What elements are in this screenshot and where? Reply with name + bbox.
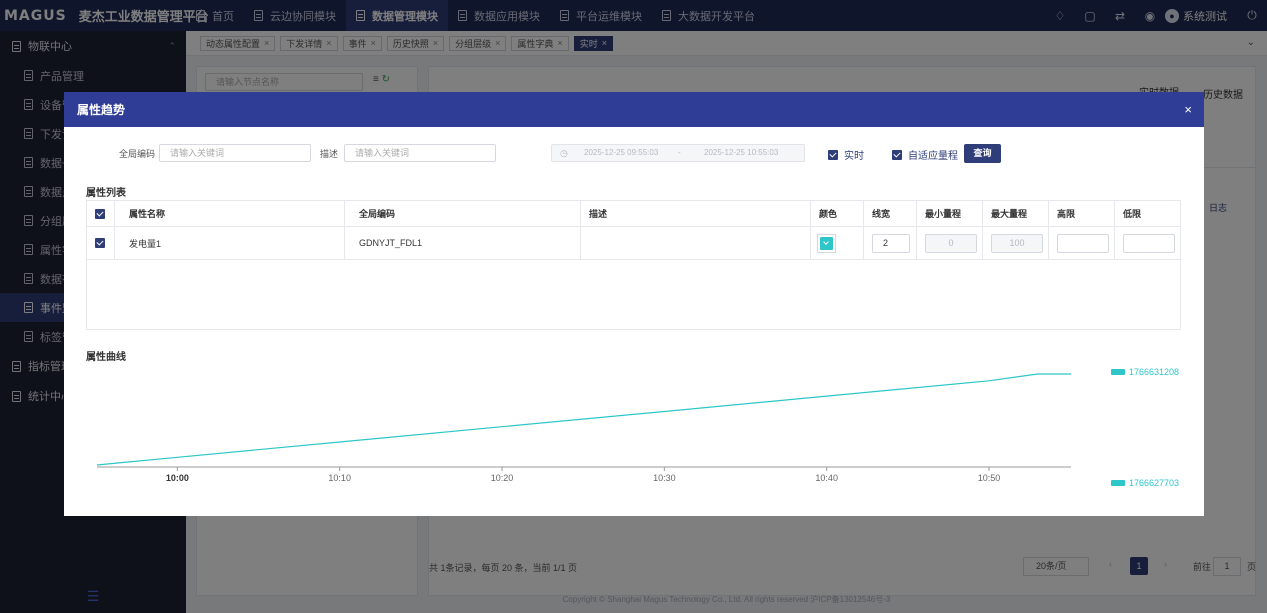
col-low-limit: 低限 <box>1123 209 1142 219</box>
x-tick-label: 10:40 <box>815 473 838 483</box>
cell-max-range: 100 <box>983 227 1049 259</box>
realtime-label: 实时 <box>844 151 864 162</box>
col-max-range: 最大量程 <box>983 201 1049 226</box>
col-color: 颜色 <box>811 201 864 226</box>
realtime-checkbox[interactable]: 实时 <box>828 147 864 162</box>
cell-low-limit <box>1115 227 1180 259</box>
line-width-input[interactable]: 2 <box>872 233 910 253</box>
col-attr-name: 属性名称 <box>115 201 345 226</box>
cell-high-limit <box>1049 227 1115 259</box>
attr-trend-dialog: 属性趋势 × 全局编码 请输入关键词 描述 请输入关键词 ◷ 2025-12-2… <box>64 92 1204 516</box>
attr-curve-title: 属性曲线 <box>86 352 126 363</box>
checkbox-checked-icon <box>892 149 902 160</box>
col-global-code: 全局编码 <box>345 201 581 226</box>
adaptive-range-checkbox[interactable]: 自适应量程 <box>892 147 958 162</box>
query-form: 全局编码 请输入关键词 描述 请输入关键词 ◷ 2025-12-25 09:55… <box>64 144 1204 164</box>
cell-color <box>811 227 864 259</box>
legend-label: 1766627703 <box>1129 478 1180 488</box>
close-icon[interactable]: × <box>1184 102 1192 117</box>
x-tick-label: 10:00 <box>166 473 189 483</box>
cell-desc <box>581 227 811 259</box>
checkbox-checked-icon <box>828 149 838 160</box>
cell-min-range: 0 <box>917 227 983 259</box>
high-limit-input[interactable] <box>1057 233 1109 253</box>
code-label: 全局编码 <box>119 149 156 159</box>
color-swatch <box>820 236 833 250</box>
col-high-limit: 高限 <box>1049 201 1115 226</box>
date-range-picker[interactable]: ◷ 2025-12-25 09:55:03 - 2025-12-25 10:55… <box>551 144 805 162</box>
date-start: 2025-12-25 09:55:03 <box>584 148 659 157</box>
adaptive-range-label: 自适应量程 <box>908 151 958 162</box>
table-row: 发电量1 GDNYJT_FDL1 2 0 100 <box>87 227 1180 260</box>
x-tick-label: 10:10 <box>328 473 351 483</box>
select-all-cell[interactable] <box>87 201 115 226</box>
table-header: 属性名称 全局编码 描述 颜色 线宽 最小量程 最大量程 高限 低限 <box>87 201 1180 227</box>
clock-icon: ◷ <box>560 148 568 158</box>
legend-min: 1766627703 <box>1111 478 1179 488</box>
legend-swatch <box>1111 480 1125 486</box>
low-limit-input[interactable] <box>1123 233 1175 253</box>
x-tick-label: 10:50 <box>978 473 1001 483</box>
query-button[interactable]: 查询 <box>964 144 1001 163</box>
legend-swatch <box>1111 369 1125 375</box>
attr-list-title: 属性列表 <box>86 188 126 199</box>
dialog-header: 属性趋势 × <box>64 92 1204 127</box>
attr-table: 属性名称 全局编码 描述 颜色 线宽 最小量程 最大量程 高限 低限 发电量1 … <box>86 200 1181 330</box>
series-line <box>96 373 1071 466</box>
date-separator: - <box>678 148 681 157</box>
attr-curve-chart: 10:00 10:10 10:20 10:30 10:40 10:50 176663120… <box>64 362 1204 492</box>
x-tick-label: 10:20 <box>491 473 514 483</box>
col-desc: 描述 <box>581 201 811 226</box>
desc-input[interactable]: 请输入关键词 <box>344 144 496 162</box>
line-chart: 10:00 10:10 10:20 10:30 10:40 10:50 <box>96 373 1071 483</box>
min-range-input[interactable]: 0 <box>925 233 977 253</box>
checkbox-checked-icon <box>95 238 105 248</box>
x-tick-label: 10:30 <box>653 473 676 483</box>
date-end: 2025-12-25 10:55:03 <box>704 148 779 157</box>
code-input[interactable]: 请输入关键词 <box>159 144 311 162</box>
col-line-width: 线宽 <box>864 201 917 226</box>
color-picker[interactable] <box>817 233 836 253</box>
cell-line-width: 2 <box>864 227 917 259</box>
row-select-cell[interactable] <box>87 227 115 259</box>
legend-max: 1766631208 <box>1111 367 1179 377</box>
desc-label: 描述 <box>320 149 339 159</box>
cell-global-code: GDNYJT_FDL1 <box>345 227 581 259</box>
cell-attr-name: 发电量1 <box>115 227 345 259</box>
col-min-range: 最小量程 <box>917 201 983 226</box>
max-range-input[interactable]: 100 <box>991 233 1043 253</box>
legend-label: 1766631208 <box>1129 367 1180 377</box>
dialog-title: 属性趋势 <box>77 103 126 117</box>
checkbox-checked-icon <box>95 208 105 219</box>
